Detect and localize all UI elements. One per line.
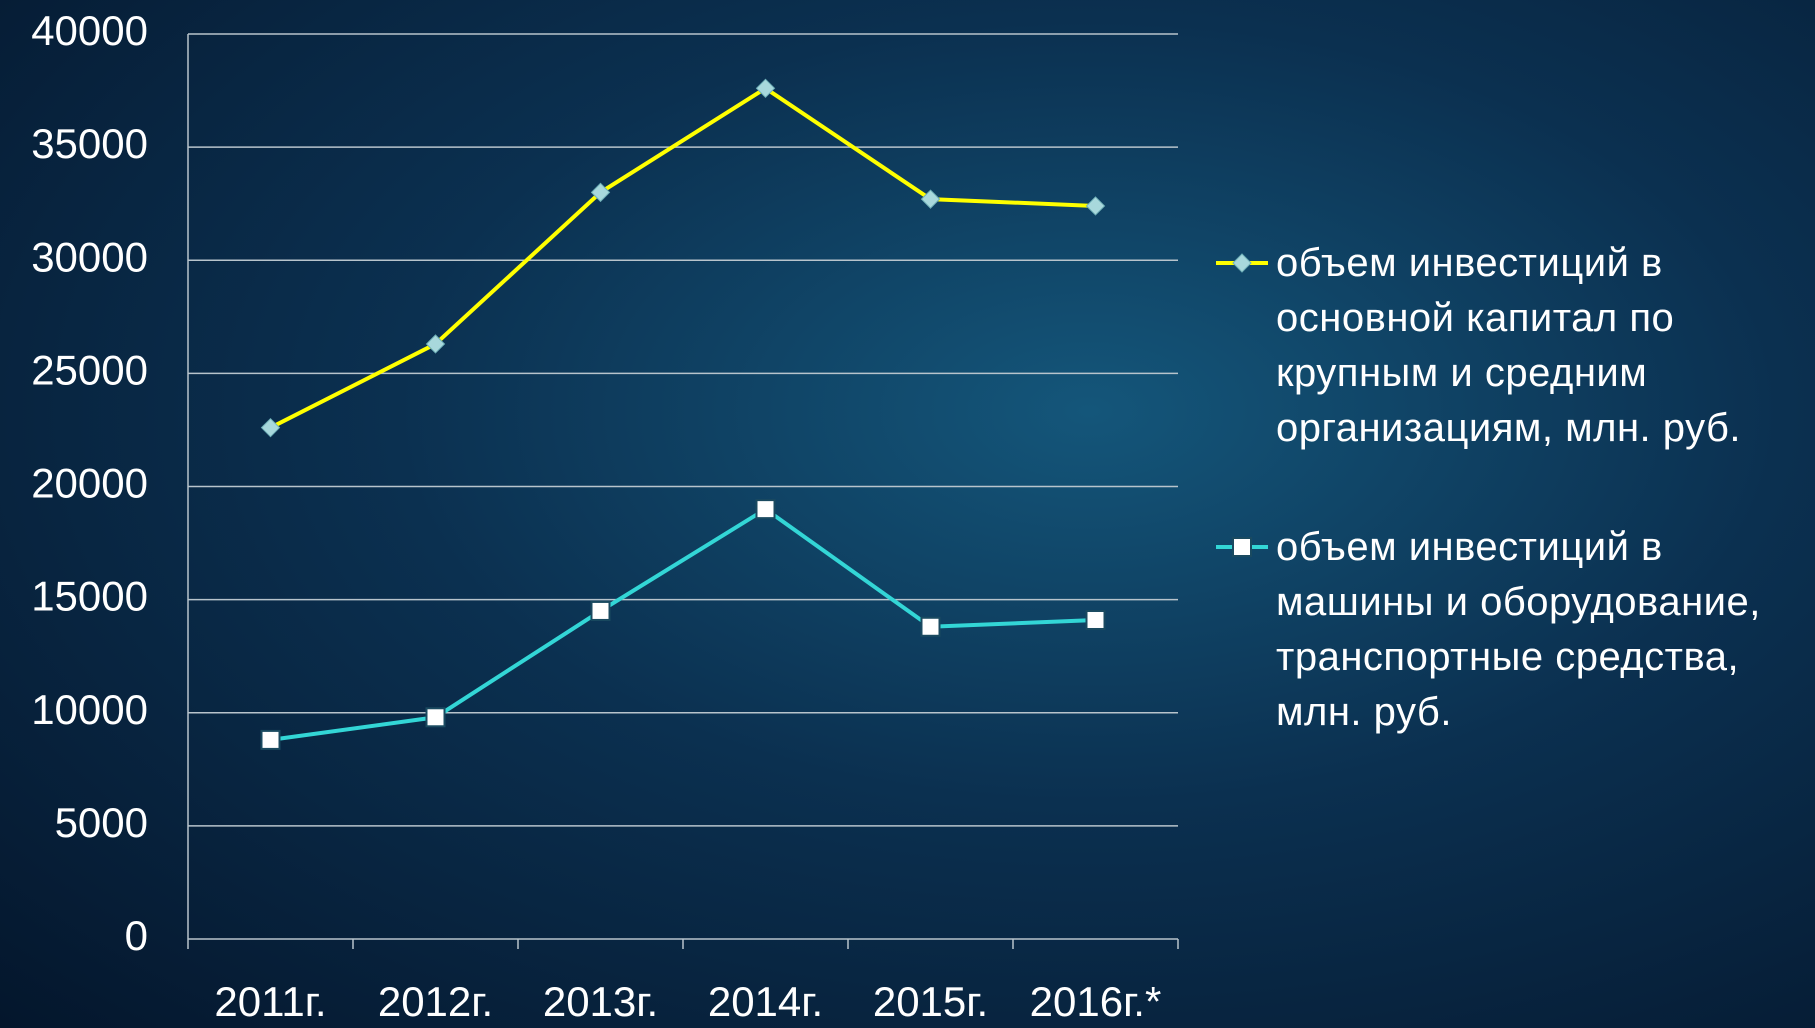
- y-tick-label: 30000: [31, 233, 148, 280]
- data-point: [922, 618, 940, 636]
- x-tick-label: 2016г.*: [1030, 978, 1162, 1025]
- y-tick-label: 10000: [31, 686, 148, 733]
- data-point: [1087, 197, 1105, 215]
- series-line: [271, 88, 1096, 427]
- x-tick-label: 2013г.: [543, 978, 658, 1025]
- y-tick-label: 20000: [31, 460, 148, 507]
- data-point: [1087, 611, 1105, 629]
- data-point: [262, 731, 280, 749]
- y-tick-label: 0: [125, 912, 148, 959]
- y-tick-label: 5000: [55, 799, 148, 846]
- y-tick-label: 40000: [31, 7, 148, 54]
- data-point: [262, 419, 280, 437]
- x-tick-label: 2014г.: [708, 978, 823, 1025]
- x-tick-label: 2012г.: [378, 978, 493, 1025]
- data-point: [592, 602, 610, 620]
- legend-label: объем инвестиций в основной капитал по к…: [1276, 236, 1811, 456]
- chart: 0 5000 10000 15000 20000 25000 30000 35000 40000…: [0, 0, 1815, 1028]
- x-tick-label: 2011г.: [214, 978, 326, 1025]
- series-line: [271, 509, 1096, 740]
- slide: 0 5000 10000 15000 20000 25000 30000 35000 40000…: [0, 0, 1815, 1028]
- data-point: [427, 708, 445, 726]
- legend-label: объем инвестиций в машины и оборудование…: [1276, 520, 1811, 740]
- legend-marker: [1233, 254, 1251, 272]
- y-tick-label: 15000: [31, 573, 148, 620]
- y-tick-label: 25000: [31, 346, 148, 393]
- y-tick-label: 35000: [31, 120, 148, 167]
- legend-marker: [1233, 538, 1251, 556]
- x-tick-label: 2015г.: [873, 978, 988, 1025]
- data-point: [757, 500, 775, 518]
